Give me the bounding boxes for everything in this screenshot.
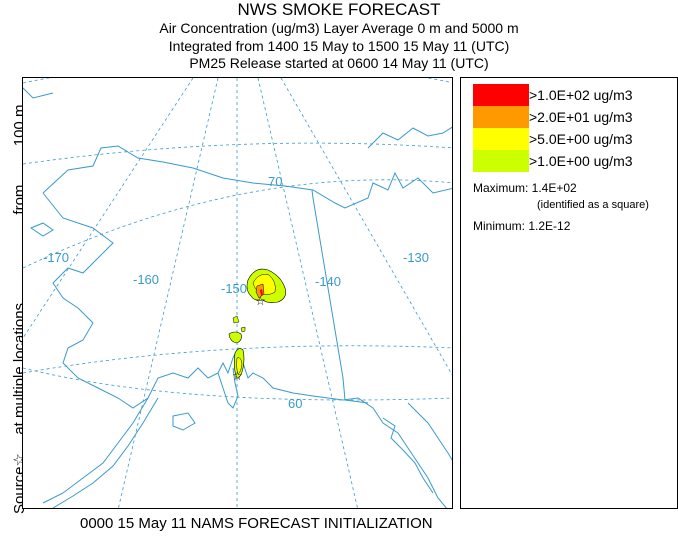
coast-islands	[367, 126, 452, 149]
plume-interior-1e2	[260, 289, 263, 296]
coast-arctic	[42, 145, 452, 209]
coast-south	[42, 192, 447, 508]
grid-label-160: -160	[133, 272, 159, 287]
lon-line-160	[118, 78, 219, 508]
legend-label-2: >2.0E+01 ug/m3	[529, 109, 633, 125]
release-subtitle: PM25 Release started at 0600 14 May 11 (…	[189, 55, 489, 71]
map-panel: ☆ ☆ -170 -160 -150 -140 -130 70 60	[22, 77, 453, 509]
plume-kenai-patch-3	[240, 326, 246, 333]
legend-swatch-2	[473, 106, 529, 128]
coast-kodiak	[172, 412, 196, 431]
legend-swatch-1	[473, 84, 529, 106]
lon-line-140	[257, 78, 358, 508]
latitude-lines	[23, 78, 452, 401]
legend-panel: >1.0E+02 ug/m3 >2.0E+01 ug/m3 >5.0E+00 u…	[460, 77, 678, 509]
grid-label-lat-70: 70	[268, 174, 282, 189]
coast-st-lawrence	[29, 222, 54, 237]
coast-cook-inlet	[217, 367, 239, 409]
coastlines	[23, 87, 452, 508]
lat-line-65	[23, 345, 452, 374]
grid-label-140: -140	[315, 274, 341, 289]
legend-label-3: >5.0E+00 ug/m3	[529, 131, 633, 147]
coast-peninsula	[42, 397, 149, 504]
lat-line-60	[23, 367, 452, 401]
legend-max-note: (identified as a square)	[537, 199, 649, 211]
coast-panhandle	[382, 417, 434, 494]
plume-kenai-patch-2	[232, 315, 240, 324]
forecast-initialization: 0000 15 May 11 NAMS FORECAST INITIALIZAT…	[80, 515, 433, 532]
legend-swatch-4	[473, 150, 529, 172]
lon-line-170	[23, 78, 194, 339]
coast-peninsula-2	[52, 397, 159, 508]
map-title: NWS SMOKE FORECAST	[237, 0, 441, 19]
longitude-lines	[23, 78, 452, 508]
legend-swatch-3	[473, 128, 529, 150]
legend-label-1: >1.0E+02 ug/m3	[529, 87, 633, 103]
smoke-plume-kenai: ☆	[228, 315, 246, 383]
lon-line-130	[280, 78, 452, 376]
legend-label-4: >1.0E+00 ug/m3	[529, 153, 633, 169]
plume-kenai-patch-1	[228, 331, 242, 344]
integration-subtitle: Integrated from 1400 15 May to 1500 15 M…	[168, 38, 510, 54]
grid-label-170: -170	[43, 250, 69, 265]
plume-kenai-5e0	[236, 357, 243, 375]
grid-label-lat-60: 60	[288, 396, 302, 411]
legend-maximum: Maximum: 1.4E+02	[473, 181, 577, 195]
canada-border	[311, 189, 369, 404]
source-marker-interior: ☆	[255, 294, 266, 308]
grid-label-150: -150	[221, 281, 247, 296]
map-svg: ☆ ☆ -170 -160 -150 -140 -130 70 60	[23, 78, 452, 508]
lat-line-80	[23, 78, 452, 84]
smoke-plume-interior: ☆	[246, 268, 286, 308]
grid-label-130: -130	[403, 250, 429, 265]
source-marker-kenai: ☆	[232, 369, 243, 383]
legend-minimum: Minimum: 1.2E-12	[473, 219, 571, 233]
concentration-subtitle: Air Concentration (ug/m3) Layer Average …	[159, 20, 519, 36]
lat-line-70	[23, 179, 452, 269]
lat-line-75	[23, 142, 452, 165]
coast-canada-inland	[407, 402, 452, 461]
coast-wrangel	[23, 87, 54, 99]
